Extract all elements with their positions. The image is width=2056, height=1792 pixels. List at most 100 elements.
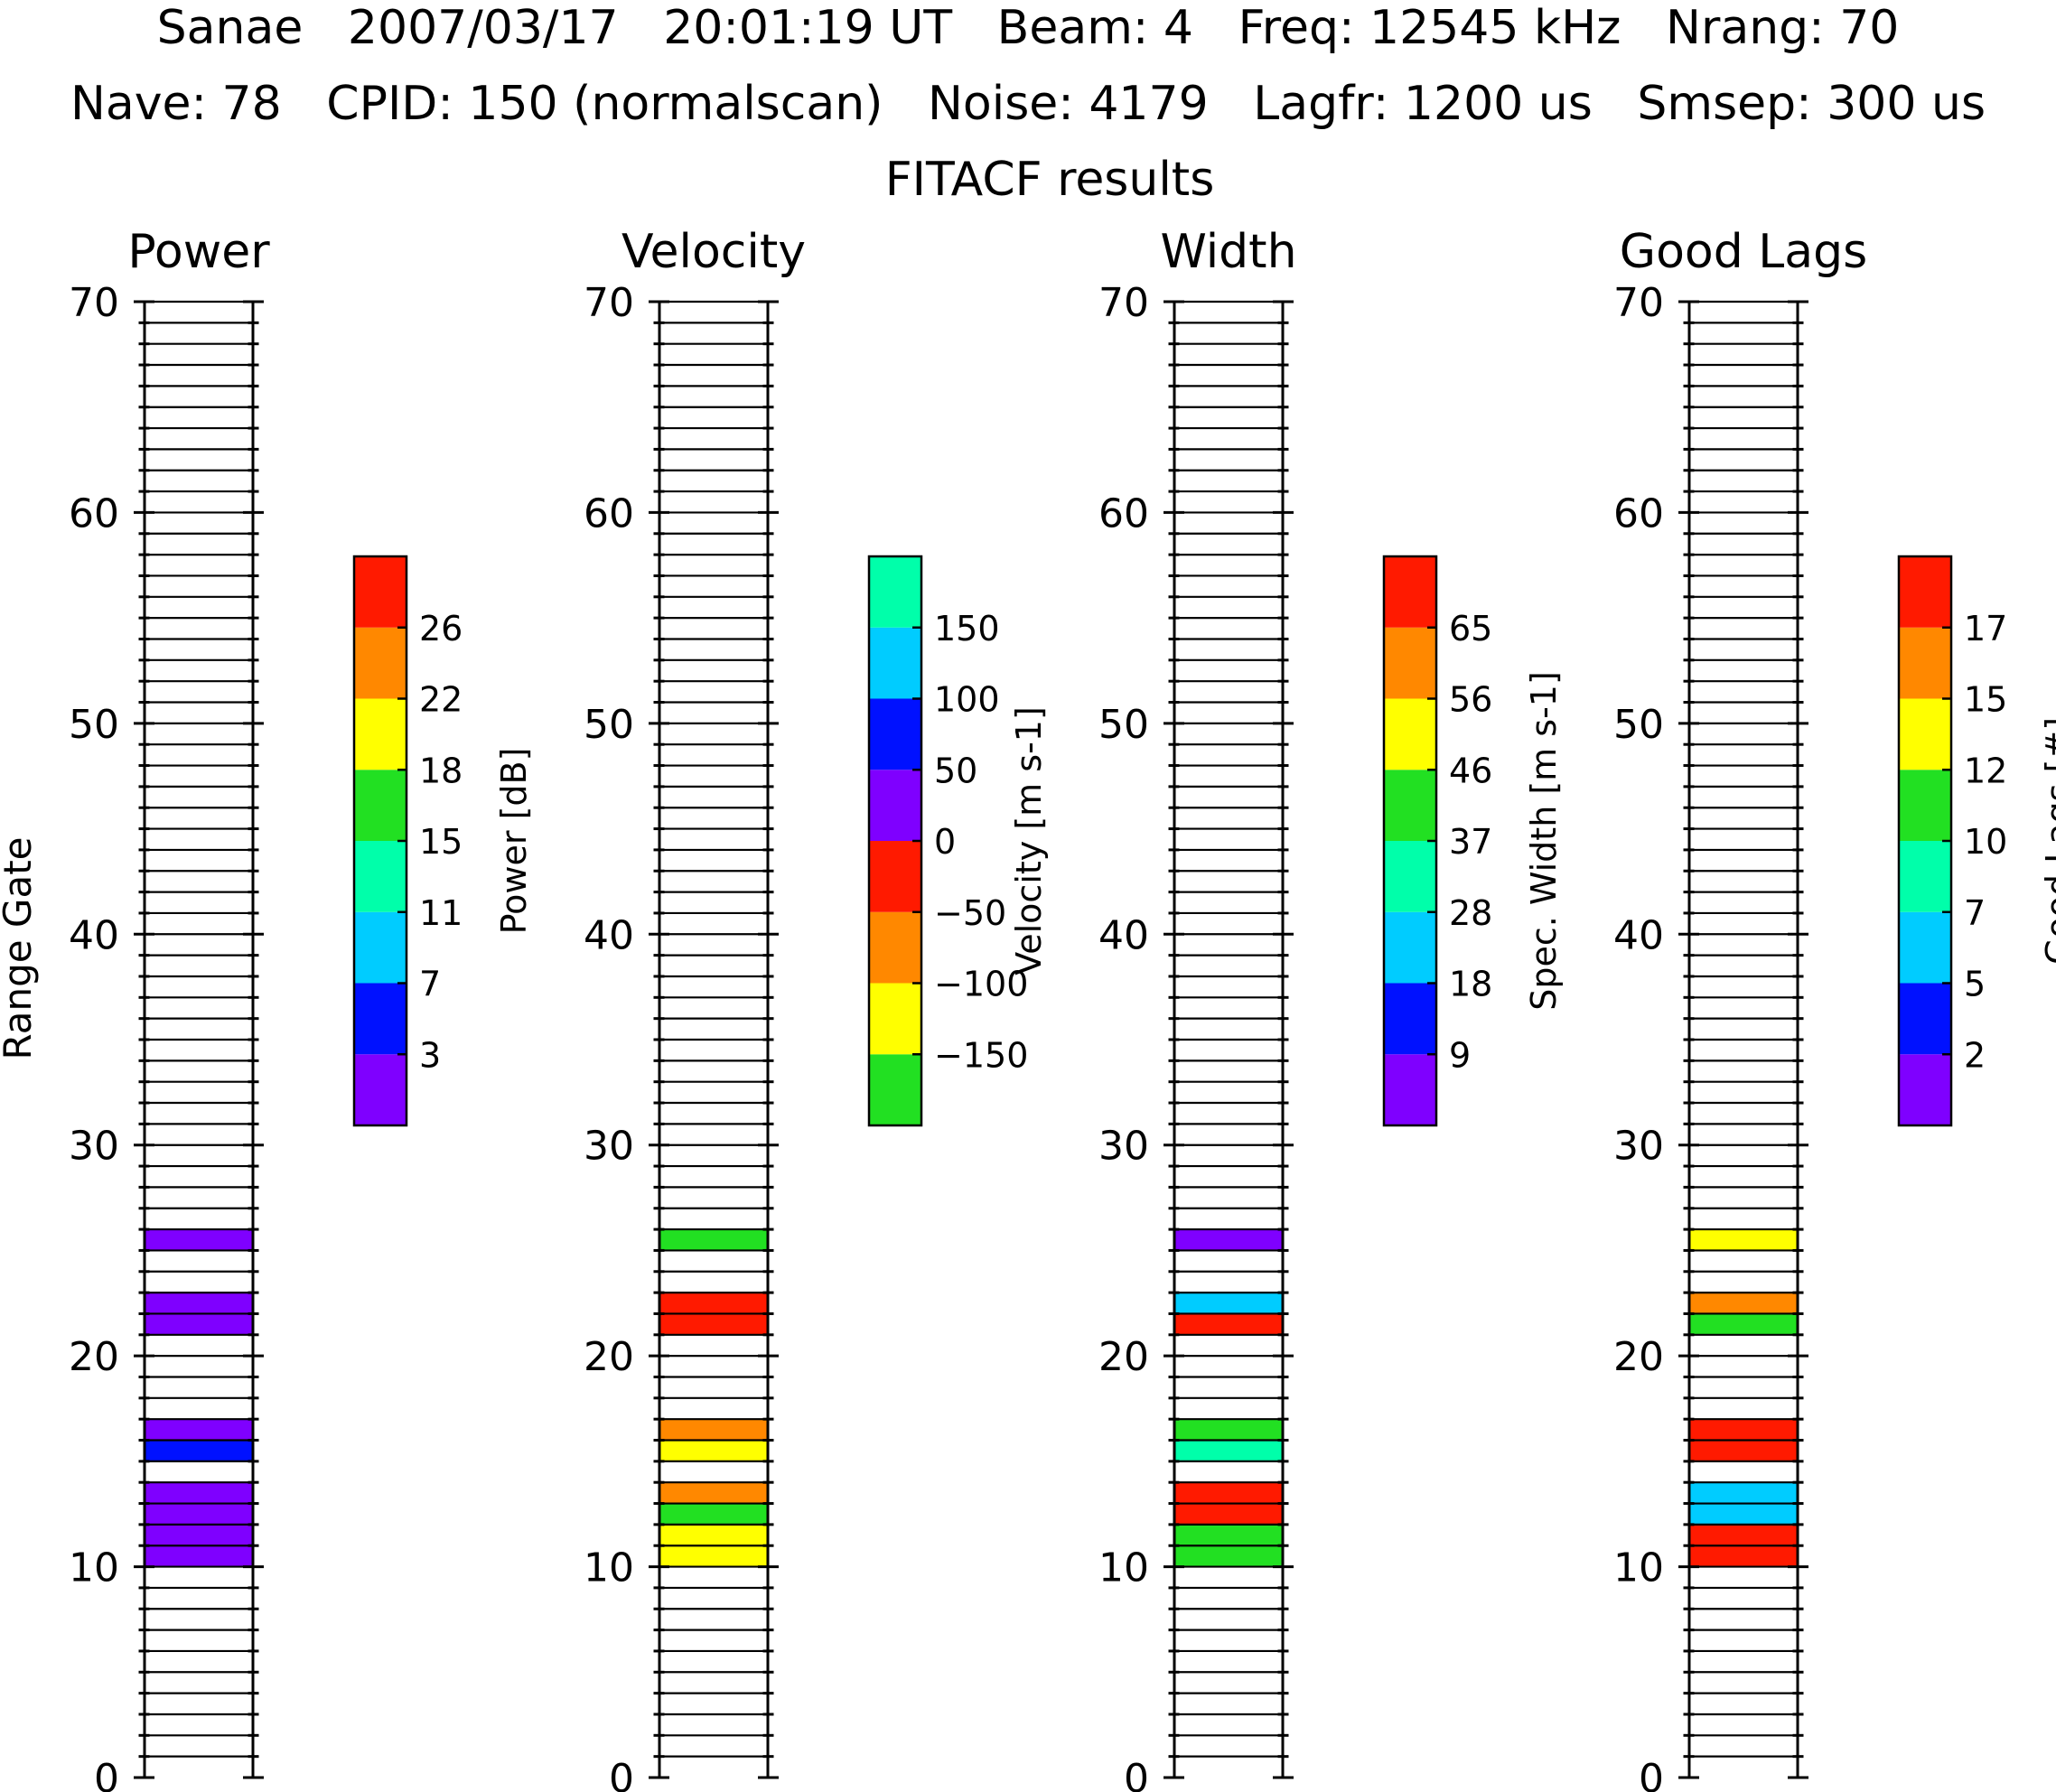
colorbar-tick-label: 46	[1449, 751, 1492, 790]
gate-cell	[1689, 1293, 1798, 1314]
gate-cell	[145, 1313, 253, 1335]
gate-cell	[1689, 1524, 1798, 1546]
colorbar-tick-label: 9	[1449, 1035, 1471, 1075]
y-tick-label: 0	[1639, 1756, 1664, 1792]
panel-velocity: Velocity 0 10 20 30 40 50 60 70 −150 −100 −50 0 50 100…	[584, 225, 1049, 1792]
y-tick-label: 0	[94, 1756, 119, 1792]
y-tick-label: 20	[584, 1334, 634, 1380]
gate-cell	[1689, 1313, 1798, 1335]
gate-cell	[145, 1545, 253, 1567]
gate-cell	[659, 1545, 768, 1567]
y-tick-label: 10	[69, 1545, 119, 1591]
colorbar-segment	[1384, 770, 1436, 841]
gate-cell	[145, 1293, 253, 1314]
gate-cell	[1174, 1313, 1283, 1335]
gate-cell	[145, 1482, 253, 1504]
y-tick-label: 30	[584, 1124, 634, 1170]
colorbar-tick-label: −150	[934, 1035, 1028, 1075]
colorbar-segment	[354, 770, 407, 841]
colorbar-segment	[1384, 627, 1436, 699]
colorbar-segment	[869, 770, 921, 841]
y-tick-label: 0	[609, 1756, 634, 1792]
gate-cell	[1689, 1440, 1798, 1461]
gate-cell	[1174, 1545, 1283, 1567]
y-tick-label: 70	[69, 280, 119, 326]
gate-cell	[145, 1503, 253, 1525]
y-tick-label: 10	[1613, 1545, 1664, 1591]
colorbar-segment	[869, 1054, 921, 1125]
colorbar-segment	[1384, 983, 1436, 1055]
y-tick-label: 20	[1613, 1334, 1664, 1380]
y-tick-label: 30	[1098, 1124, 1149, 1170]
colorbar-tick-label: 22	[419, 680, 463, 720]
y-tick-label: 60	[1098, 490, 1149, 537]
colorbar-segment	[869, 911, 921, 984]
y-tick-label: 30	[69, 1124, 119, 1170]
y-tick-label: 60	[584, 490, 634, 537]
colorbar-tick-label: 100	[934, 680, 1000, 720]
gate-cell	[145, 1419, 253, 1441]
y-tick-label: 50	[584, 702, 634, 748]
y-tick-label: 50	[69, 702, 119, 748]
colorbar-tick-label: 12	[1964, 751, 2007, 790]
colorbar-tick-label: 2	[1964, 1035, 1986, 1075]
colorbar-tick-label: 37	[1449, 822, 1492, 862]
colorbar-segment	[869, 841, 921, 912]
colorbar-tick-label: 3	[419, 1035, 441, 1075]
gate-cell	[659, 1482, 768, 1504]
gate-cell	[659, 1440, 768, 1461]
y-tick-label: 50	[1613, 702, 1664, 748]
panel-good-lags: Good Lags 0 10 20 30 40 50 60 70 2 5 7 10 12 15 17 Good …	[1613, 225, 2056, 1792]
colorbar-tick-label: 56	[1449, 680, 1492, 720]
gate-cell	[1174, 1440, 1283, 1461]
gate-cell	[659, 1524, 768, 1546]
gate-cell	[1689, 1482, 1798, 1504]
colorbar-segment	[1384, 911, 1436, 984]
colorbar-segment	[1899, 556, 1951, 628]
colorbar-tick-label: 5	[1964, 965, 1986, 1004]
colorbar-tick-label: 28	[1449, 893, 1492, 933]
gate-cell	[1689, 1419, 1798, 1441]
y-tick-label: 0	[1124, 1756, 1149, 1792]
panel-width: Width 0 10 20 30 40 50 60 70 9 18 28 37 46 56 65 Spec. W…	[1098, 225, 1564, 1792]
colorbar-tick-label: 17	[1964, 609, 2007, 649]
gate-cell	[145, 1229, 253, 1251]
colorbar-tick-label: 26	[419, 609, 463, 649]
gate-cell	[1174, 1482, 1283, 1504]
y-tick-label: 40	[1613, 912, 1664, 958]
colorbar-tick-label: 15	[419, 822, 463, 862]
colorbar-tick-label: 18	[1449, 965, 1492, 1004]
colorbar-segment	[1384, 1054, 1436, 1125]
colorbar-segment	[1899, 770, 1951, 841]
y-tick-label: 70	[1098, 280, 1149, 326]
header-line-1: Sanae 2007/03/17 20:01:19 UT Beam: 4 Fre…	[157, 1, 1900, 55]
colorbar-tick-label: 0	[934, 822, 956, 862]
gate-cell	[1174, 1419, 1283, 1441]
colorbar-label: Good Lags [#]	[2039, 717, 2056, 965]
panel-power: Power 0 10 20 30 40 50 60 70 3 7 11 15 18 22 26 Power [d…	[69, 225, 534, 1792]
gate-cell	[659, 1229, 768, 1251]
colorbar-label: Power [dB]	[494, 748, 534, 935]
panel-title: Good Lags	[1620, 225, 1867, 279]
colorbar-label: Spec. Width [m s-1]	[1524, 671, 1564, 1011]
gate-cell	[1689, 1545, 1798, 1567]
gate-cell	[1174, 1229, 1283, 1251]
colorbar-segment	[354, 556, 407, 628]
colorbar-tick-label: 7	[1964, 893, 1986, 933]
y-tick-label: 70	[1613, 280, 1664, 326]
y-tick-label: 10	[1098, 1545, 1149, 1591]
gate-cell	[1174, 1503, 1283, 1525]
colorbar-segment	[1384, 841, 1436, 912]
y-tick-label: 40	[69, 912, 119, 958]
colorbar-segment	[1899, 627, 1951, 699]
colorbar-tick-label: 15	[1964, 680, 2007, 720]
colorbar-segment	[1899, 698, 1951, 770]
gate-cell	[1174, 1524, 1283, 1546]
colorbar-segment	[354, 983, 407, 1055]
header-line-3: FITACF results	[885, 153, 1215, 207]
gate-cell	[1689, 1229, 1798, 1251]
colorbar-tick-label: −50	[934, 893, 1006, 933]
y-axis-label: Range Gate	[0, 836, 40, 1059]
colorbar-segment	[1899, 841, 1951, 912]
